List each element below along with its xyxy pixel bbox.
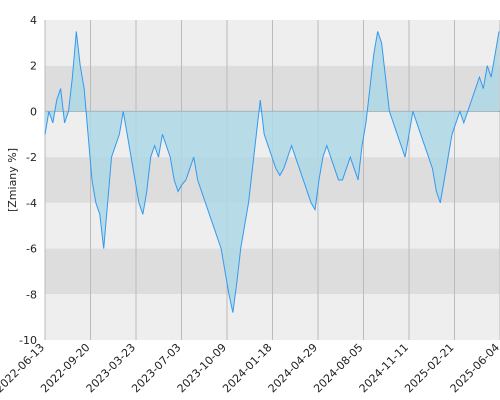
y-tick-label: 2	[30, 60, 37, 73]
y-axis-label: [Zmiany %]	[6, 148, 19, 212]
series-line	[44, 31, 500, 313]
y-tick-labels: 4 2 0 -2 -4 -6 -8 -10	[19, 14, 37, 347]
x-tick-labels: 2022-06-132022-09-202023-03-232023-07-03…	[0, 341, 500, 395]
y-tick-label: 0	[30, 105, 37, 118]
y-tick-label: -2	[26, 151, 37, 164]
series-area	[45, 31, 499, 313]
y-tick-label: -8	[26, 288, 37, 301]
y-tick-label: -10	[19, 334, 37, 347]
y-tick-label: -6	[26, 243, 37, 256]
y-tick-label: 4	[30, 14, 37, 27]
y-tick-label: -4	[26, 197, 37, 210]
